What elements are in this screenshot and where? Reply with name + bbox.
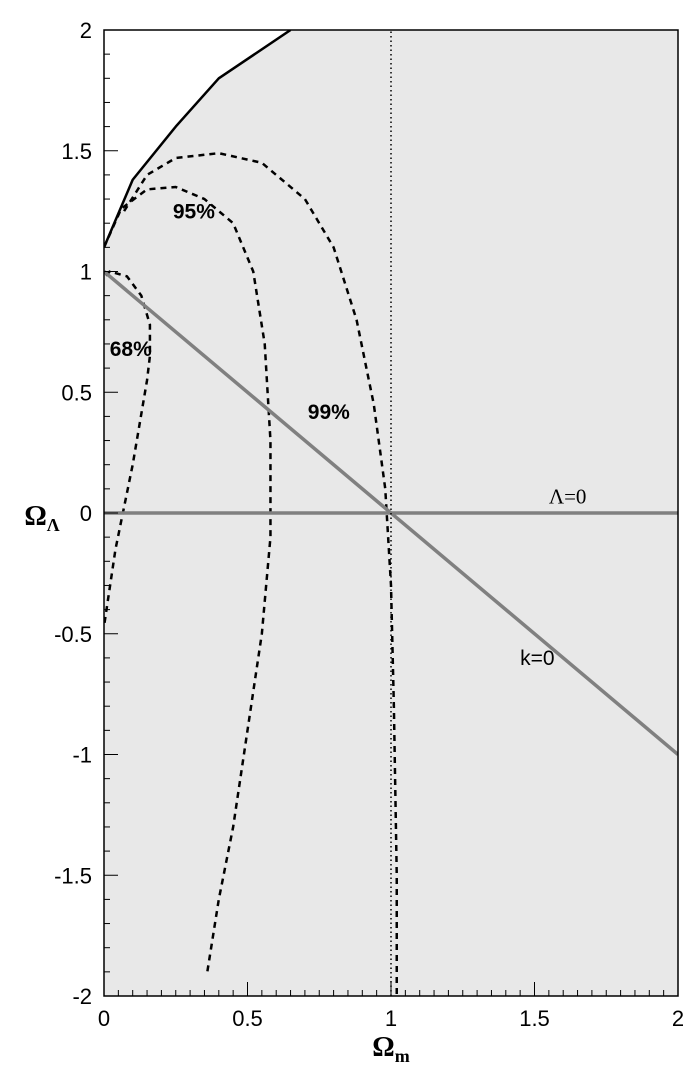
annotation-2: 99%: [308, 401, 350, 424]
x-axis-title: Ωm: [372, 1032, 409, 1066]
x-tick-label: 1: [385, 1006, 397, 1031]
annotation-1: 95%: [173, 200, 215, 223]
y-tick-label: 0: [80, 501, 92, 526]
y-tick-label: 1.5: [61, 139, 92, 164]
annotation-0: 68%: [110, 338, 152, 361]
y-tick-label: -1: [72, 743, 92, 768]
excluded-region: [104, 30, 291, 248]
unshaded-region: [104, 30, 291, 248]
y-tick-label: -2: [72, 984, 92, 1009]
x-tick-label: 1.5: [519, 1006, 550, 1031]
y-tick-label: 1: [80, 260, 92, 285]
label-layer: 0 0.5 1 1.5 2 -2 -1.5 -1 -0.5 0 0.5 1 1.5 2 Ωm ΩΛ: [24, 18, 684, 1066]
y-tick-label: -1.5: [54, 863, 92, 888]
y-axis-title: ΩΛ: [24, 501, 59, 535]
y-tick-label: 2: [80, 18, 92, 43]
tick-layer: [103, 29, 679, 997]
series-2-line: [104, 185, 272, 973]
x-tick-label: 2: [672, 1006, 684, 1031]
annotation-3: k=0: [520, 647, 554, 670]
annotation-4: Λ=0: [549, 484, 587, 508]
annotation-layer: 68% 95% 99% k=0 Λ=0: [110, 200, 587, 670]
y-tick-label: -0.5: [54, 622, 92, 647]
x-tick-label: 0.5: [232, 1006, 263, 1031]
series-0-line: [104, 30, 292, 248]
series-1-line: [104, 270, 152, 627]
x-tick-label: 0: [98, 1006, 110, 1031]
y-tick-label: 0.5: [61, 380, 92, 405]
series-layer: [104, 30, 678, 996]
